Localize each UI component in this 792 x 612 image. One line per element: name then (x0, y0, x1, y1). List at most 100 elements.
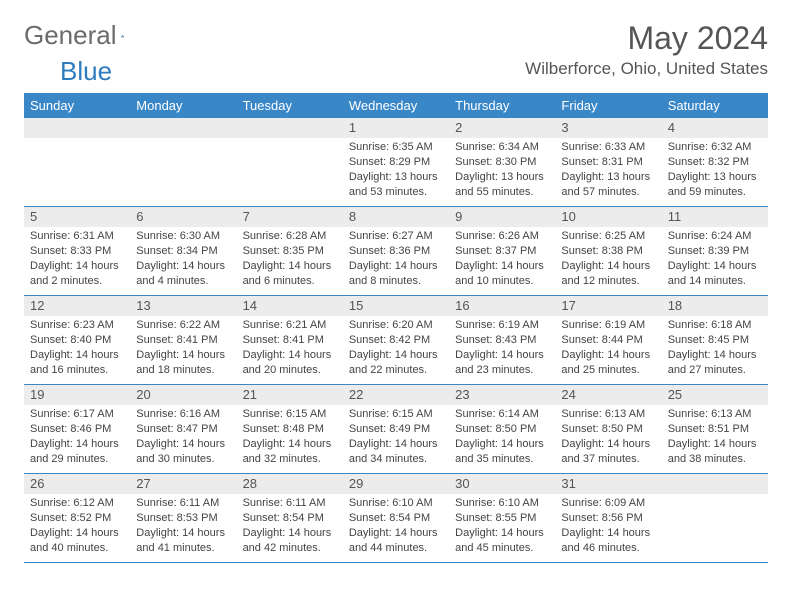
daylight-line: Daylight: 13 hours and 53 minutes. (349, 170, 443, 200)
week-row: 26Sunrise: 6:12 AMSunset: 8:52 PMDayligh… (24, 474, 768, 563)
day-number (24, 118, 130, 138)
title-block: May 2024 Wilberforce, Ohio, United State… (525, 20, 768, 79)
sunset-line: Sunset: 8:54 PM (349, 511, 443, 526)
brand-text-1: General (24, 20, 117, 51)
daylight-line: Daylight: 14 hours and 23 minutes. (455, 348, 549, 378)
weekday-header: Monday (130, 93, 236, 118)
day-cell: 15Sunrise: 6:20 AMSunset: 8:42 PMDayligh… (343, 296, 449, 384)
day-details: Sunrise: 6:30 AMSunset: 8:34 PMDaylight:… (130, 227, 236, 292)
sunset-line: Sunset: 8:42 PM (349, 333, 443, 348)
daylight-line: Daylight: 14 hours and 20 minutes. (243, 348, 337, 378)
day-details: Sunrise: 6:10 AMSunset: 8:55 PMDaylight:… (449, 494, 555, 559)
daylight-line: Daylight: 14 hours and 37 minutes. (561, 437, 655, 467)
daylight-line: Daylight: 14 hours and 22 minutes. (349, 348, 443, 378)
sunset-line: Sunset: 8:41 PM (136, 333, 230, 348)
sunset-line: Sunset: 8:50 PM (561, 422, 655, 437)
weekday-header: Thursday (449, 93, 555, 118)
day-number: 8 (343, 207, 449, 227)
sunset-line: Sunset: 8:43 PM (455, 333, 549, 348)
daylight-line: Daylight: 14 hours and 6 minutes. (243, 259, 337, 289)
weekday-header: Sunday (24, 93, 130, 118)
sunrise-line: Sunrise: 6:19 AM (561, 318, 655, 333)
day-number: 21 (237, 385, 343, 405)
day-details: Sunrise: 6:22 AMSunset: 8:41 PMDaylight:… (130, 316, 236, 381)
sunset-line: Sunset: 8:54 PM (243, 511, 337, 526)
sunrise-line: Sunrise: 6:23 AM (30, 318, 124, 333)
daylight-line: Daylight: 14 hours and 4 minutes. (136, 259, 230, 289)
calendar-grid: SundayMondayTuesdayWednesdayThursdayFrid… (24, 93, 768, 563)
weeks-container: 1Sunrise: 6:35 AMSunset: 8:29 PMDaylight… (24, 118, 768, 563)
daylight-line: Daylight: 14 hours and 27 minutes. (668, 348, 762, 378)
sunset-line: Sunset: 8:51 PM (668, 422, 762, 437)
day-details: Sunrise: 6:15 AMSunset: 8:49 PMDaylight:… (343, 405, 449, 470)
day-number: 17 (555, 296, 661, 316)
week-row: 12Sunrise: 6:23 AMSunset: 8:40 PMDayligh… (24, 296, 768, 385)
day-number: 25 (662, 385, 768, 405)
day-number: 3 (555, 118, 661, 138)
day-cell: 25Sunrise: 6:13 AMSunset: 8:51 PMDayligh… (662, 385, 768, 473)
sunset-line: Sunset: 8:38 PM (561, 244, 655, 259)
daylight-line: Daylight: 14 hours and 12 minutes. (561, 259, 655, 289)
day-cell: 3Sunrise: 6:33 AMSunset: 8:31 PMDaylight… (555, 118, 661, 206)
day-details: Sunrise: 6:19 AMSunset: 8:44 PMDaylight:… (555, 316, 661, 381)
day-cell: 4Sunrise: 6:32 AMSunset: 8:32 PMDaylight… (662, 118, 768, 206)
sunrise-line: Sunrise: 6:33 AM (561, 140, 655, 155)
day-number: 11 (662, 207, 768, 227)
sunset-line: Sunset: 8:33 PM (30, 244, 124, 259)
day-number (130, 118, 236, 138)
weekday-header: Saturday (662, 93, 768, 118)
sunrise-line: Sunrise: 6:22 AM (136, 318, 230, 333)
brand-logo: General (24, 20, 145, 51)
sunrise-line: Sunrise: 6:15 AM (243, 407, 337, 422)
daylight-line: Daylight: 14 hours and 10 minutes. (455, 259, 549, 289)
daylight-line: Daylight: 14 hours and 2 minutes. (30, 259, 124, 289)
day-cell: 2Sunrise: 6:34 AMSunset: 8:30 PMDaylight… (449, 118, 555, 206)
day-cell: 12Sunrise: 6:23 AMSunset: 8:40 PMDayligh… (24, 296, 130, 384)
day-cell: 7 Sunrise: 6:28 AMSunset: 8:35 PMDaylight… (237, 207, 343, 295)
day-details: Sunrise: 6:21 AMSunset: 8:41 PMDaylight:… (237, 316, 343, 381)
month-title: May 2024 (525, 20, 768, 57)
sunset-line: Sunset: 8:35 PM (243, 244, 337, 259)
week-row: 19Sunrise: 6:17 AMSunset: 8:46 PMDayligh… (24, 385, 768, 474)
daylight-line: Daylight: 14 hours and 16 minutes. (30, 348, 124, 378)
sunset-line: Sunset: 8:40 PM (30, 333, 124, 348)
week-row: 1Sunrise: 6:35 AMSunset: 8:29 PMDaylight… (24, 118, 768, 207)
sunrise-line: Sunrise: 6:32 AM (668, 140, 762, 155)
day-details: Sunrise: 6:18 AMSunset: 8:45 PMDaylight:… (662, 316, 768, 381)
sunrise-line: Sunrise: 6:28 AM (243, 229, 337, 244)
day-cell: 29Sunrise: 6:10 AMSunset: 8:54 PMDayligh… (343, 474, 449, 562)
sunset-line: Sunset: 8:53 PM (136, 511, 230, 526)
sunset-line: Sunset: 8:44 PM (561, 333, 655, 348)
day-details: Sunrise: 6:24 AMSunset: 8:39 PMDaylight:… (662, 227, 768, 292)
day-number: 7 (237, 207, 343, 227)
day-details: Sunrise: 6:32 AMSunset: 8:32 PMDaylight:… (662, 138, 768, 203)
day-number: 29 (343, 474, 449, 494)
sunrise-line: Sunrise: 6:21 AM (243, 318, 337, 333)
day-details: Sunrise: 6:33 AMSunset: 8:31 PMDaylight:… (555, 138, 661, 203)
sunrise-line: Sunrise: 6:31 AM (30, 229, 124, 244)
sunset-line: Sunset: 8:39 PM (668, 244, 762, 259)
day-details: Sunrise: 6:19 AMSunset: 8:43 PMDaylight:… (449, 316, 555, 381)
sunset-line: Sunset: 8:48 PM (243, 422, 337, 437)
day-details: Sunrise: 6:14 AMSunset: 8:50 PMDaylight:… (449, 405, 555, 470)
sunset-line: Sunset: 8:49 PM (349, 422, 443, 437)
day-cell (662, 474, 768, 562)
day-number: 30 (449, 474, 555, 494)
day-details: Sunrise: 6:10 AMSunset: 8:54 PMDaylight:… (343, 494, 449, 559)
sunrise-line: Sunrise: 6:24 AM (668, 229, 762, 244)
day-details: Sunrise: 6:23 AMSunset: 8:40 PMDaylight:… (24, 316, 130, 381)
day-cell: 18Sunrise: 6:18 AMSunset: 8:45 PMDayligh… (662, 296, 768, 384)
day-number (237, 118, 343, 138)
day-cell: 1Sunrise: 6:35 AMSunset: 8:29 PMDaylight… (343, 118, 449, 206)
daylight-line: Daylight: 14 hours and 44 minutes. (349, 526, 443, 556)
sunrise-line: Sunrise: 6:30 AM (136, 229, 230, 244)
day-cell: 21Sunrise: 6:15 AMSunset: 8:48 PMDayligh… (237, 385, 343, 473)
day-cell: 19Sunrise: 6:17 AMSunset: 8:46 PMDayligh… (24, 385, 130, 473)
sunset-line: Sunset: 8:36 PM (349, 244, 443, 259)
daylight-line: Daylight: 14 hours and 42 minutes. (243, 526, 337, 556)
daylight-line: Daylight: 14 hours and 38 minutes. (668, 437, 762, 467)
sunrise-line: Sunrise: 6:18 AM (668, 318, 762, 333)
daylight-line: Daylight: 14 hours and 45 minutes. (455, 526, 549, 556)
day-number: 23 (449, 385, 555, 405)
day-cell: 27Sunrise: 6:11 AMSunset: 8:53 PMDayligh… (130, 474, 236, 562)
